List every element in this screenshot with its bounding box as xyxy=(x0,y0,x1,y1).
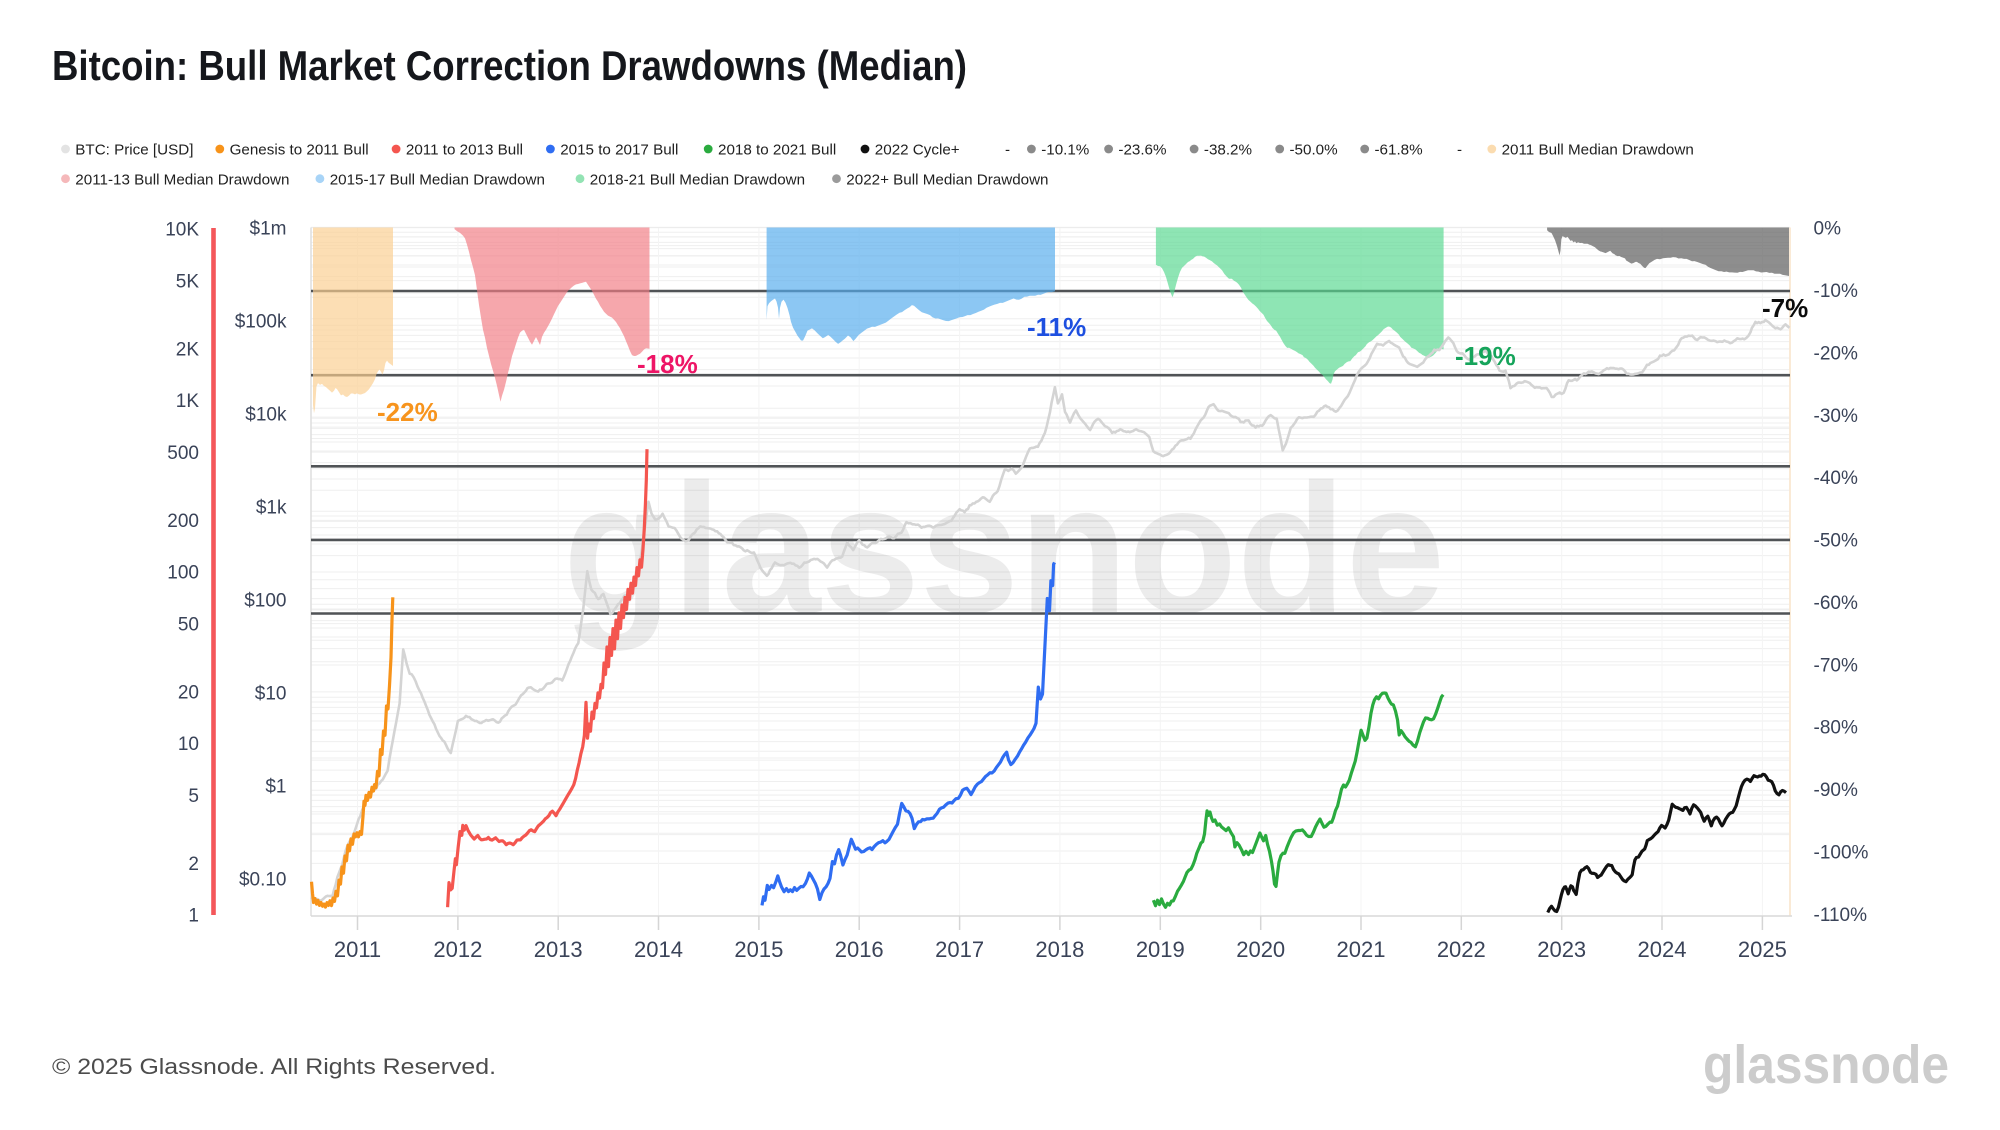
svg-text:$1: $1 xyxy=(265,777,286,798)
svg-text:-7%: -7% xyxy=(1762,293,1808,323)
svg-text:20: 20 xyxy=(178,683,199,704)
svg-text:2018 to 2021 Bull: 2018 to 2021 Bull xyxy=(718,142,836,159)
svg-text:$100k: $100k xyxy=(235,312,287,333)
svg-text:-50.0%: -50.0% xyxy=(1290,142,1338,159)
svg-text:200: 200 xyxy=(167,511,199,532)
svg-text:2024: 2024 xyxy=(1638,937,1687,962)
svg-text:-60%: -60% xyxy=(1814,593,1858,614)
svg-text:2020: 2020 xyxy=(1236,937,1285,962)
svg-text:-80%: -80% xyxy=(1814,718,1858,739)
svg-text:5: 5 xyxy=(188,786,199,807)
svg-text:BTC: Price [USD]: BTC: Price [USD] xyxy=(75,142,193,159)
svg-text:$1m: $1m xyxy=(250,219,287,240)
svg-text:2025: 2025 xyxy=(1738,937,1787,962)
svg-text:Genesis to 2011 Bull: Genesis to 2011 Bull xyxy=(230,142,369,159)
svg-text:5K: 5K xyxy=(176,271,200,292)
svg-text:2015-17 Bull Median Drawdown: 2015-17 Bull Median Drawdown xyxy=(330,171,545,188)
svg-text:-61.8%: -61.8% xyxy=(1375,142,1423,159)
svg-text:$1k: $1k xyxy=(256,498,287,519)
svg-text:2011-13 Bull Median Drawdown: 2011-13 Bull Median Drawdown xyxy=(75,171,289,188)
svg-text:$10: $10 xyxy=(255,684,287,705)
svg-text:$100: $100 xyxy=(244,591,286,612)
svg-text:-22%: -22% xyxy=(377,397,438,427)
svg-text:100: 100 xyxy=(167,563,199,584)
svg-text:2023: 2023 xyxy=(1537,937,1586,962)
svg-text:2022+ Bull Median Drawdown: 2022+ Bull Median Drawdown xyxy=(846,171,1048,188)
svg-text:2016: 2016 xyxy=(835,937,884,962)
svg-text:-90%: -90% xyxy=(1814,780,1858,801)
svg-text:10: 10 xyxy=(178,734,199,755)
svg-text:2018: 2018 xyxy=(1035,937,1084,962)
svg-text:2K: 2K xyxy=(176,340,200,361)
svg-text:-40%: -40% xyxy=(1814,468,1858,489)
svg-text:-110%: -110% xyxy=(1814,905,1868,926)
svg-text:© 2025 Glassnode. All Rights R: © 2025 Glassnode. All Rights Reserved. xyxy=(52,1054,496,1079)
svg-text:2013: 2013 xyxy=(534,937,583,962)
svg-text:-38.2%: -38.2% xyxy=(1204,142,1252,159)
svg-text:-: - xyxy=(1457,142,1462,159)
svg-text:-19%: -19% xyxy=(1455,341,1516,371)
svg-text:glassnode: glassnode xyxy=(563,445,1445,651)
svg-text:-70%: -70% xyxy=(1814,655,1858,676)
svg-text:-100%: -100% xyxy=(1814,843,1869,864)
svg-text:2021: 2021 xyxy=(1337,937,1386,962)
svg-text:2011 to 2013 Bull: 2011 to 2013 Bull xyxy=(406,142,523,159)
svg-text:-11%: -11% xyxy=(1027,312,1086,342)
svg-text:2: 2 xyxy=(188,854,199,875)
svg-text:-20%: -20% xyxy=(1814,344,1858,365)
svg-text:2019: 2019 xyxy=(1136,937,1185,962)
svg-text:-10.1%: -10.1% xyxy=(1041,142,1089,159)
svg-text:2014: 2014 xyxy=(634,937,683,962)
svg-text:2012: 2012 xyxy=(433,937,482,962)
svg-text:-23.6%: -23.6% xyxy=(1118,142,1166,159)
svg-text:2015 to 2017 Bull: 2015 to 2017 Bull xyxy=(560,142,678,159)
svg-text:10K: 10K xyxy=(165,220,199,241)
svg-text:-30%: -30% xyxy=(1814,406,1858,427)
svg-text:500: 500 xyxy=(167,443,199,464)
svg-text:-10%: -10% xyxy=(1814,281,1858,302)
svg-text:2022 Cycle+: 2022 Cycle+ xyxy=(875,142,960,159)
svg-text:-18%: -18% xyxy=(637,349,698,379)
svg-text:2017: 2017 xyxy=(935,937,984,962)
svg-text:-: - xyxy=(1005,142,1010,159)
svg-text:0%: 0% xyxy=(1814,219,1842,240)
svg-text:$10k: $10k xyxy=(245,405,287,426)
svg-text:-50%: -50% xyxy=(1814,531,1858,552)
svg-text:50: 50 xyxy=(178,614,199,635)
svg-text:$0.10: $0.10 xyxy=(239,870,287,891)
svg-text:2018-21 Bull Median Drawdown: 2018-21 Bull Median Drawdown xyxy=(590,171,805,188)
svg-text:1K: 1K xyxy=(176,391,200,412)
svg-text:2011 Bull Median Drawdown: 2011 Bull Median Drawdown xyxy=(1502,142,1694,159)
svg-text:2015: 2015 xyxy=(734,937,783,962)
svg-text:2011: 2011 xyxy=(334,937,381,962)
svg-text:2022: 2022 xyxy=(1437,937,1486,962)
svg-text:Bitcoin: Bull Market Correctio: Bitcoin: Bull Market Correction Drawdown… xyxy=(52,42,967,89)
svg-text:1: 1 xyxy=(188,906,199,927)
svg-text:glassnode: glassnode xyxy=(1703,1035,1949,1095)
